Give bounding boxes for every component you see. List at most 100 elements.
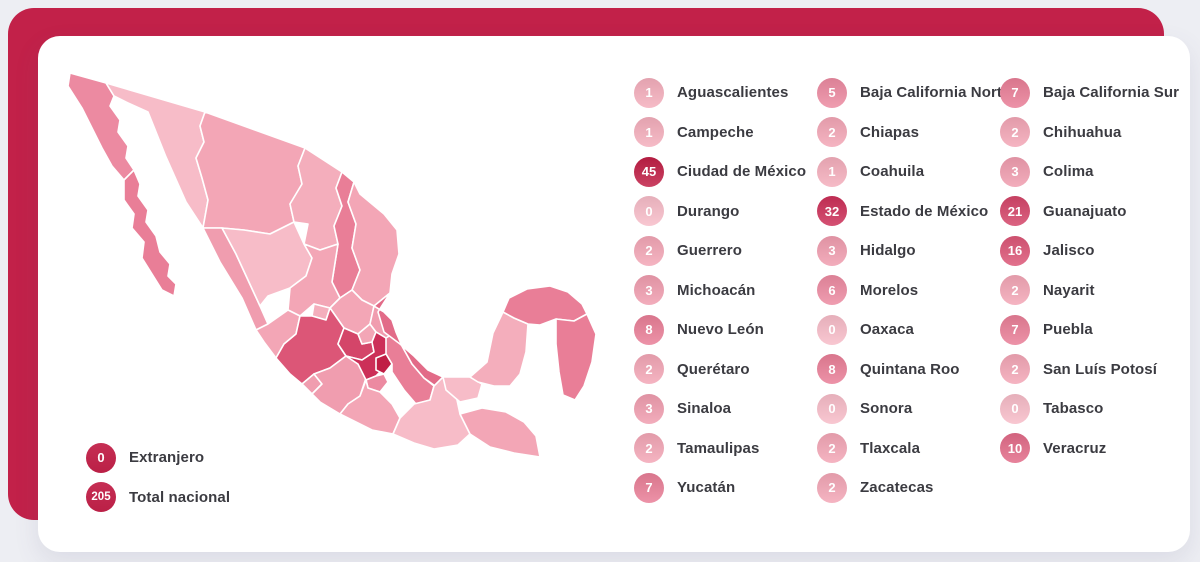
state-count-badge: 0 bbox=[817, 314, 847, 345]
state-count-badge: 2 bbox=[817, 117, 847, 148]
state-item-estado-de-mexico: 32 Estado de México bbox=[817, 196, 1000, 227]
state-item-veracruz: 10 Veracruz bbox=[1000, 433, 1190, 464]
summary-list: 0 Extranjero 205 Total nacional bbox=[86, 438, 230, 517]
state-name-label: Querétaro bbox=[677, 360, 750, 378]
state-name-label: Sinaloa bbox=[677, 400, 732, 418]
state-count-badge: 10 bbox=[1000, 433, 1030, 464]
state-name-label: Guanajuato bbox=[1043, 202, 1127, 220]
state-name-label: Colima bbox=[1043, 163, 1094, 181]
state-item-michoacan: 3 Michoacán bbox=[634, 275, 817, 306]
state-name-label: Hidalgo bbox=[860, 242, 916, 260]
state-item-puebla: 7 Puebla bbox=[1000, 314, 1190, 345]
state-count-badge: 3 bbox=[634, 393, 664, 424]
state-item-hidalgo: 3 Hidalgo bbox=[817, 235, 1000, 266]
state-name-label: Morelos bbox=[860, 281, 919, 299]
state-count-list: 1 Aguascalientes 5 Baja California Norte… bbox=[634, 73, 1190, 508]
state-count-badge: 1 bbox=[817, 156, 847, 187]
state-item-guanajuato: 21 Guanajuato bbox=[1000, 196, 1190, 227]
state-count-badge: 7 bbox=[634, 472, 664, 503]
state-count-badge: 2 bbox=[1000, 354, 1030, 385]
state-item-colima: 3 Colima bbox=[1000, 156, 1190, 187]
state-item-quintana-roo: 8 Quintana Roo bbox=[817, 354, 1000, 385]
state-name-label: Coahuila bbox=[860, 163, 925, 181]
state-item-queretaro: 2 Querétaro bbox=[634, 354, 817, 385]
mexico-map-svg bbox=[67, 72, 597, 458]
map-state-tamaulipas bbox=[347, 181, 400, 307]
state-count-badge: 2 bbox=[817, 472, 847, 503]
state-item-chihuahua: 2 Chihuahua bbox=[1000, 117, 1190, 148]
state-count-badge: 2 bbox=[1000, 117, 1030, 148]
state-name-label: Guerrero bbox=[677, 242, 742, 260]
state-name-label: Tabasco bbox=[1043, 400, 1104, 418]
state-name-label: Sonora bbox=[860, 400, 913, 418]
state-count-badge: 2 bbox=[634, 433, 664, 464]
map-state-quintana-roo bbox=[555, 313, 597, 401]
state-count-badge: 32 bbox=[817, 196, 847, 227]
state-count-badge: 7 bbox=[1000, 314, 1030, 345]
state-name-label: Puebla bbox=[1043, 321, 1093, 339]
state-item-coahuila: 1 Coahuila bbox=[817, 156, 1000, 187]
state-count-badge: 6 bbox=[817, 275, 847, 306]
state-name-label: Zacatecas bbox=[860, 479, 934, 497]
state-count-badge: 8 bbox=[817, 354, 847, 385]
state-count-badge: 3 bbox=[817, 235, 847, 266]
state-name-label: Nuevo León bbox=[677, 321, 764, 339]
map-state-chihuahua bbox=[195, 111, 306, 235]
state-name-label: Aguascalientes bbox=[677, 84, 789, 102]
state-name-label: Tlaxcala bbox=[860, 439, 921, 457]
dashboard-card: 1 Aguascalientes 5 Baja California Norte… bbox=[38, 36, 1190, 552]
state-count-badge: 205 bbox=[86, 482, 116, 513]
summary-item-total-nacional: 205 Total nacional bbox=[86, 482, 230, 513]
state-count-badge: 1 bbox=[634, 77, 664, 108]
state-item-chiapas: 2 Chiapas bbox=[817, 117, 1000, 148]
state-count-badge: 0 bbox=[817, 393, 847, 424]
state-count-badge: 2 bbox=[634, 235, 664, 266]
state-name-label: Campeche bbox=[677, 123, 754, 141]
state-item-durango: 0 Durango bbox=[634, 196, 817, 227]
state-item-ciudad-de-mexico: 45 Ciudad de México bbox=[634, 156, 817, 187]
state-name-label: Estado de México bbox=[860, 202, 989, 220]
map-state-chiapas bbox=[459, 407, 541, 458]
state-name-label: Oaxaca bbox=[860, 321, 914, 339]
state-count-badge: 7 bbox=[1000, 77, 1030, 108]
state-name-label: Durango bbox=[677, 202, 740, 220]
state-item-jalisco: 16 Jalisco bbox=[1000, 235, 1190, 266]
state-name-label: Nayarit bbox=[1043, 281, 1095, 299]
state-name-label: Baja California Norte bbox=[860, 84, 1011, 102]
state-name-label: Quintana Roo bbox=[860, 360, 960, 378]
map-state-campeche bbox=[469, 311, 529, 387]
map-state-ciudad-de-mexico bbox=[375, 353, 393, 375]
state-item-morelos: 6 Morelos bbox=[817, 275, 1000, 306]
state-item-baja-california-sur: 7 Baja California Sur bbox=[1000, 77, 1190, 108]
state-count-badge: 5 bbox=[817, 77, 847, 108]
state-item-nayarit: 2 Nayarit bbox=[1000, 275, 1190, 306]
state-count-badge: 2 bbox=[1000, 275, 1030, 306]
state-item-sinaloa: 3 Sinaloa bbox=[634, 393, 817, 424]
state-name-label: Extranjero bbox=[129, 449, 205, 467]
state-item-san-luis-potosi: 2 San Luís Potosí bbox=[1000, 354, 1190, 385]
map-state-veracruz bbox=[373, 292, 444, 389]
state-item-oaxaca: 0 Oaxaca bbox=[817, 314, 1000, 345]
state-count-badge: 45 bbox=[634, 156, 664, 187]
map-state-baja-california-norte bbox=[67, 72, 135, 181]
state-item-tlaxcala: 2 Tlaxcala bbox=[817, 433, 1000, 464]
state-name-label: Michoacán bbox=[677, 281, 756, 299]
map-state-yucatan bbox=[502, 285, 588, 326]
state-item-yucatan: 7 Yucatán bbox=[634, 472, 817, 503]
state-count-badge: 0 bbox=[86, 442, 116, 473]
state-count-badge: 0 bbox=[634, 196, 664, 227]
state-name-label: Jalisco bbox=[1043, 242, 1095, 260]
state-item-baja-california-norte: 5 Baja California Norte bbox=[817, 77, 1010, 108]
state-name-label: San Luís Potosí bbox=[1043, 360, 1158, 378]
state-item-sonora: 0 Sonora bbox=[817, 393, 1000, 424]
state-count-badge: 3 bbox=[1000, 156, 1030, 187]
state-name-label: Baja California Sur bbox=[1043, 84, 1180, 102]
state-count-badge: 3 bbox=[634, 275, 664, 306]
state-item-aguascalientes: 1 Aguascalientes bbox=[634, 77, 817, 108]
mexico-map bbox=[62, 72, 602, 464]
state-name-label: Chihuahua bbox=[1043, 123, 1122, 141]
state-count-badge: 8 bbox=[634, 314, 664, 345]
state-name-label: Yucatán bbox=[677, 479, 736, 497]
state-count-badge: 21 bbox=[1000, 196, 1030, 227]
